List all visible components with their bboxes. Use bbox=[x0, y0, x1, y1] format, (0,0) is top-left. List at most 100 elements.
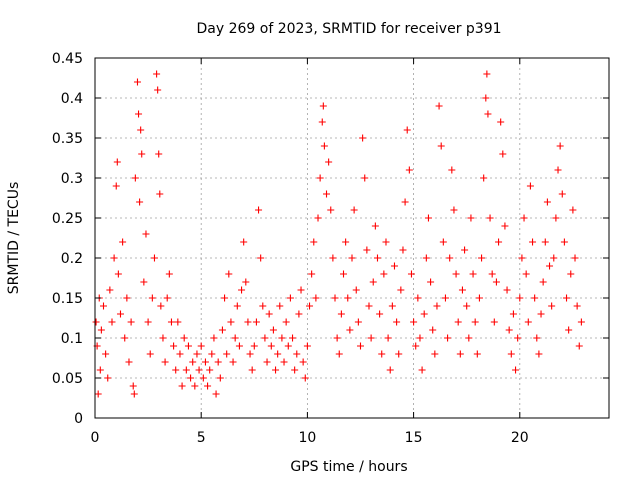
data-point bbox=[191, 382, 199, 390]
data-point bbox=[157, 302, 165, 310]
data-point bbox=[272, 366, 280, 374]
data-point bbox=[444, 334, 452, 342]
data-point bbox=[284, 342, 292, 350]
data-point bbox=[359, 134, 367, 142]
data-point bbox=[441, 294, 449, 302]
data-point bbox=[365, 302, 373, 310]
data-point bbox=[306, 302, 314, 310]
data-point bbox=[492, 278, 500, 286]
data-point bbox=[378, 350, 386, 358]
data-point bbox=[329, 254, 337, 262]
data-point bbox=[233, 302, 241, 310]
data-point bbox=[388, 302, 396, 310]
data-point bbox=[539, 278, 547, 286]
data-point bbox=[282, 318, 290, 326]
data-point bbox=[133, 78, 141, 86]
data-point bbox=[148, 294, 156, 302]
data-point bbox=[401, 198, 409, 206]
data-point bbox=[352, 286, 360, 294]
data-point bbox=[344, 294, 352, 302]
data-point bbox=[518, 254, 526, 262]
data-point bbox=[435, 102, 443, 110]
data-point bbox=[361, 174, 369, 182]
data-point bbox=[274, 350, 282, 358]
data-point bbox=[501, 222, 509, 230]
x-tick-label: 5 bbox=[197, 430, 206, 446]
data-point bbox=[483, 70, 491, 78]
y-tick-label: 0.05 bbox=[52, 371, 83, 387]
data-point bbox=[201, 358, 209, 366]
data-point bbox=[531, 294, 539, 302]
data-point bbox=[119, 238, 127, 246]
data-point bbox=[577, 318, 585, 326]
data-point bbox=[257, 254, 265, 262]
data-point bbox=[416, 334, 424, 342]
y-tick-label: 0.45 bbox=[52, 51, 83, 67]
data-point bbox=[573, 302, 581, 310]
data-point bbox=[486, 214, 494, 222]
data-point bbox=[490, 318, 498, 326]
data-point bbox=[255, 206, 263, 214]
data-point bbox=[170, 342, 178, 350]
data-point bbox=[189, 358, 197, 366]
data-point bbox=[146, 350, 154, 358]
data-point bbox=[520, 214, 528, 222]
data-point bbox=[556, 142, 564, 150]
x-tick-label: 20 bbox=[511, 430, 529, 446]
data-point bbox=[537, 310, 545, 318]
data-point bbox=[448, 166, 456, 174]
data-point bbox=[548, 302, 556, 310]
data-point bbox=[407, 270, 415, 278]
data-point bbox=[458, 286, 466, 294]
data-point bbox=[116, 310, 124, 318]
data-point bbox=[543, 198, 551, 206]
data-point bbox=[499, 150, 507, 158]
data-point bbox=[497, 118, 505, 126]
data-point bbox=[433, 302, 441, 310]
y-tick-label: 0.4 bbox=[61, 91, 83, 107]
data-point bbox=[106, 286, 114, 294]
data-point bbox=[337, 310, 345, 318]
data-point bbox=[301, 374, 309, 382]
data-point bbox=[280, 358, 288, 366]
data-point bbox=[221, 294, 229, 302]
data-point bbox=[159, 334, 167, 342]
data-point bbox=[567, 270, 575, 278]
data-point bbox=[356, 342, 364, 350]
y-tick-label: 0 bbox=[74, 411, 83, 427]
data-point bbox=[516, 294, 524, 302]
data-point bbox=[293, 350, 301, 358]
data-point bbox=[471, 318, 479, 326]
data-point bbox=[250, 342, 258, 350]
data-point bbox=[382, 238, 390, 246]
data-point bbox=[129, 382, 137, 390]
data-point bbox=[92, 318, 100, 326]
data-point bbox=[393, 318, 401, 326]
data-point bbox=[380, 270, 388, 278]
y-tick-label: 0.25 bbox=[52, 211, 83, 227]
data-point bbox=[575, 342, 583, 350]
data-point bbox=[514, 334, 522, 342]
data-point bbox=[348, 254, 356, 262]
data-point bbox=[454, 318, 462, 326]
data-point bbox=[390, 262, 398, 270]
data-point bbox=[113, 158, 121, 166]
data-point bbox=[176, 350, 184, 358]
data-point bbox=[312, 294, 320, 302]
data-point bbox=[127, 318, 135, 326]
y-tick-label: 0.3 bbox=[61, 171, 83, 187]
data-point bbox=[354, 318, 362, 326]
y-tick-label: 0.35 bbox=[52, 131, 83, 147]
data-point bbox=[367, 334, 375, 342]
data-point bbox=[314, 214, 322, 222]
data-point bbox=[431, 350, 439, 358]
data-point bbox=[295, 310, 303, 318]
data-point bbox=[140, 278, 148, 286]
data-point bbox=[342, 238, 350, 246]
data-point bbox=[403, 126, 411, 134]
data-point bbox=[437, 142, 445, 150]
data-points bbox=[92, 70, 585, 398]
data-point bbox=[172, 366, 180, 374]
data-point bbox=[180, 334, 188, 342]
